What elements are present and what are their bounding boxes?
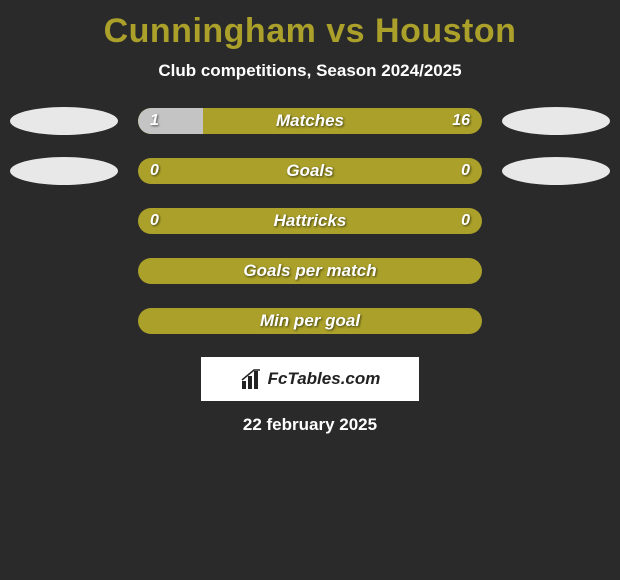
stat-row: 00Hattricks [0,207,620,235]
stat-bar: Min per goal [138,308,482,334]
stat-bar: 116Matches [138,108,482,134]
stat-label: Min per goal [138,308,482,334]
comparison-widget: Cunningham vs Houston Club competitions,… [0,0,620,435]
page-subtitle: Club competitions, Season 2024/2025 [0,61,620,107]
stat-bar: 00Goals [138,158,482,184]
stat-label: Goals [138,158,482,184]
stat-row: 00Goals [0,157,620,185]
logo-box[interactable]: FcTables.com [201,357,419,401]
bar-chart-icon [240,369,264,389]
player-oval-left [10,157,118,185]
stat-row: Goals per match [0,257,620,285]
player-oval-left [10,107,118,135]
logo-text: FcTables.com [268,369,381,389]
stat-rows: 116Matches 00Goals 00Hattricks Goals per ma… [0,107,620,335]
date-label: 22 february 2025 [0,415,620,435]
player-oval-right [502,107,610,135]
stat-label: Hattricks [138,208,482,234]
stat-row: 116Matches [0,107,620,135]
player-oval-right [502,157,610,185]
stat-label: Matches [138,108,482,134]
stat-row: Min per goal [0,307,620,335]
stat-bar: 00Hattricks [138,208,482,234]
page-title: Cunningham vs Houston [0,6,620,61]
stat-label: Goals per match [138,258,482,284]
stat-bar: Goals per match [138,258,482,284]
